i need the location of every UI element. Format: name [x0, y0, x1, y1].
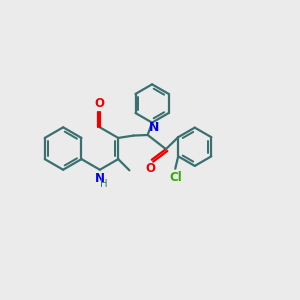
Text: N: N — [95, 172, 105, 185]
Text: O: O — [145, 162, 155, 175]
Text: H: H — [100, 179, 108, 189]
Text: N: N — [148, 121, 159, 134]
Text: O: O — [95, 97, 105, 110]
Text: Cl: Cl — [169, 171, 182, 184]
